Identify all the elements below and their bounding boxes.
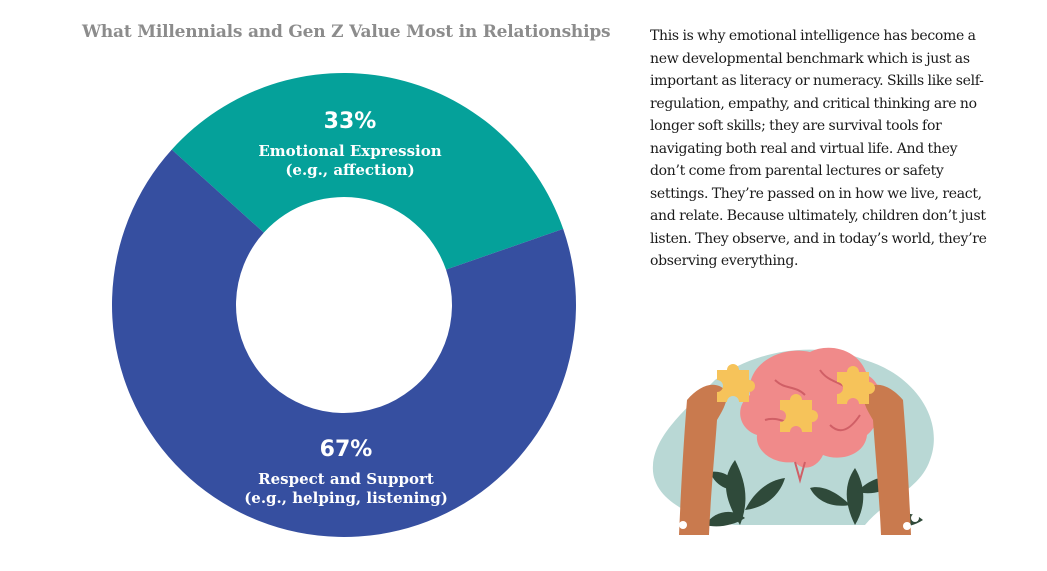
puzzle-pieces	[717, 364, 875, 432]
flowers	[663, 514, 927, 530]
donut-slice-2	[112, 149, 576, 537]
arms	[679, 384, 911, 535]
slice-percent-label: 33%	[324, 109, 377, 134]
slice-name-label: Respect and Support	[258, 470, 434, 488]
body-paragraph: This is why emotional intelligence has b…	[650, 28, 987, 269]
slice-detail-label: (e.g., helping, listening)	[244, 489, 448, 507]
donut-chart: 33% Emotional Expression(e.g., affection)…	[112, 72, 576, 537]
brain-puzzle-hands-icon	[652, 347, 934, 535]
chart-title: What Millennials and Gen Z Value Most in…	[82, 22, 611, 42]
donut-slice-1	[171, 72, 564, 270]
slice-name-label: Emotional Expression	[258, 142, 441, 160]
slice-percent-label: 67%	[320, 437, 373, 462]
slice-detail-label: (e.g., affection)	[285, 161, 414, 179]
